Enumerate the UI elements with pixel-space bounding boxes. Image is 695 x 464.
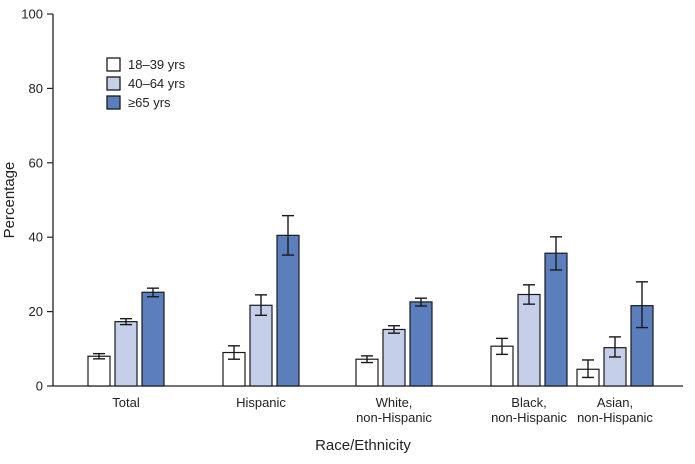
legend-label-1: 18–39 yrs — [128, 57, 186, 72]
x-axis-title: Race/Ethnicity — [315, 437, 411, 454]
bar-3-cat-3 — [409, 301, 433, 387]
bar-3-cat-2 — [276, 234, 300, 387]
x-axis: Total Hispanic White,non-HispanicBlack,non… — [112, 395, 653, 425]
y-tick-label: 20 — [29, 304, 43, 319]
x-category-label: Total — [112, 395, 140, 410]
x-category-label: Asian, — [597, 395, 633, 410]
x-category-label: White, — [376, 395, 413, 410]
y-tick-label: 60 — [29, 155, 43, 170]
bar-1-cat-1 — [87, 355, 111, 387]
legend-label-3: ≥65 yrs — [128, 95, 171, 110]
y-tick-label: 40 — [29, 230, 43, 245]
bars — [87, 214, 654, 387]
y-axis-title: Percentage — [1, 162, 18, 239]
y-axis: 0 20 40 60 80 100 — [21, 7, 53, 394]
legend-label-2: 40–64 yrs — [128, 76, 186, 91]
y-tick-label: 100 — [21, 7, 43, 22]
bar-3-cat-4 — [544, 252, 568, 387]
bar-2-cat-4 — [517, 293, 541, 387]
legend: 18–39 yrs 40–64 yrs ≥65 yrs — [106, 57, 186, 110]
y-tick-label: 0 — [36, 379, 43, 394]
x-category-label: Hispanic — [236, 395, 286, 410]
x-category-label: non-Hispanic — [577, 410, 653, 425]
legend-swatch-2 — [106, 76, 121, 91]
y-tick-label: 80 — [29, 81, 43, 96]
legend-swatch-1 — [106, 57, 121, 72]
bar-2-cat-2 — [249, 304, 273, 387]
bar-2-cat-1 — [114, 321, 138, 387]
bar-3-cat-1 — [141, 291, 165, 387]
x-category-label: Black, — [511, 395, 546, 410]
x-category-label: non-Hispanic — [356, 410, 432, 425]
legend-swatch-3 — [106, 95, 121, 110]
x-category-label: non-Hispanic — [491, 410, 567, 425]
bar-2-cat-3 — [382, 328, 406, 387]
